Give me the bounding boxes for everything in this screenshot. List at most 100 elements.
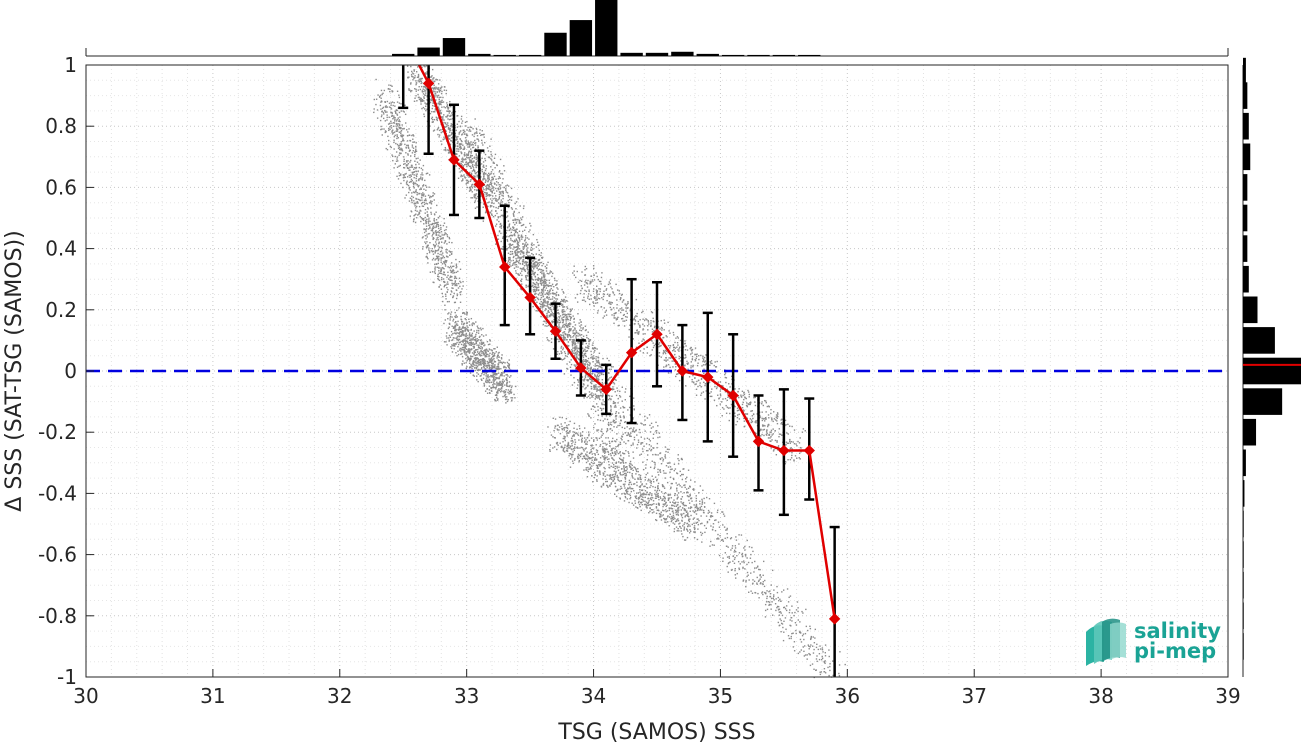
scatter-point [472, 165, 474, 168]
scatter-point [480, 152, 482, 154]
scatter-point [621, 307, 623, 309]
scatter-point [555, 284, 557, 286]
scatter-point [426, 214, 429, 216]
scatter-point [828, 655, 830, 658]
right-histogram-bar [1243, 204, 1248, 232]
scatter-point [793, 429, 796, 431]
scatter-point [445, 284, 447, 286]
scatter-point [621, 426, 623, 429]
scatter-point [447, 135, 449, 137]
scatter-point [438, 276, 440, 278]
scatter-point [549, 315, 551, 318]
scatter-point [378, 96, 381, 98]
scatter-point [761, 424, 764, 426]
scatter-point [595, 285, 598, 287]
scatter-point [541, 264, 543, 267]
scatter-point [467, 162, 470, 164]
scatter-point [500, 232, 502, 235]
scatter-point [442, 96, 444, 99]
scatter-point [381, 128, 383, 130]
scatter-point [525, 284, 528, 287]
scatter-point [638, 342, 640, 344]
scatter-point [399, 126, 401, 129]
scatter-point [615, 415, 618, 417]
scatter-point [492, 178, 494, 180]
scatter-point [460, 115, 463, 118]
scatter-point [556, 319, 558, 322]
scatter-point [543, 320, 545, 322]
scatter-point [436, 118, 438, 121]
scatter-point [686, 360, 688, 363]
scatter-point [615, 462, 618, 464]
scatter-point [621, 458, 623, 461]
scatter-point [609, 293, 611, 296]
scatter-point [465, 142, 467, 144]
scatter-point [438, 98, 440, 101]
scatter-point [435, 250, 438, 252]
scatter-point [538, 289, 540, 291]
scatter-point [400, 144, 402, 146]
scatter-point [608, 368, 611, 371]
scatter-point [425, 105, 427, 107]
scatter-point [691, 352, 693, 354]
scatter-point [471, 184, 473, 186]
scatter-point [643, 319, 646, 321]
scatter-point [710, 391, 712, 393]
scatter-point [578, 352, 581, 354]
scatter-point [461, 133, 464, 135]
scatter-point [527, 247, 529, 249]
scatter-point [505, 191, 508, 193]
scatter-point [493, 192, 496, 195]
scatter-point [550, 308, 552, 311]
scatter-point [516, 246, 518, 248]
scatter-point [415, 205, 418, 208]
scatter-point [526, 264, 529, 267]
scatter-point [475, 153, 477, 155]
scatter-point [515, 228, 518, 230]
scatter-point [407, 144, 409, 147]
scatter-point [646, 437, 649, 440]
scatter-point [539, 271, 542, 273]
scatter-point [471, 143, 474, 145]
scatter-point [440, 228, 442, 231]
scatter-point [798, 457, 800, 459]
scatter-point [409, 189, 411, 191]
scatter-point [624, 303, 626, 305]
scatter-point [474, 176, 476, 178]
scatter-point [756, 413, 758, 415]
scatter-point [417, 76, 420, 78]
scatter-point [686, 491, 688, 494]
scatter-point [534, 291, 537, 293]
scatter-point [466, 143, 468, 145]
scatter-point [583, 380, 585, 382]
scatter-point [436, 223, 438, 226]
scatter-point [476, 176, 478, 178]
scatter-point [543, 284, 545, 286]
scatter-point [562, 311, 565, 313]
scatter-point [616, 307, 618, 309]
scatter-point [660, 326, 663, 329]
scatter-point [426, 218, 428, 221]
scatter-point [430, 98, 432, 100]
scatter-point [586, 368, 588, 370]
scatter-point [477, 146, 479, 149]
scatter-point [395, 130, 398, 132]
scatter-point [678, 355, 681, 358]
scatter-point [393, 139, 395, 141]
scatter-point [592, 386, 595, 388]
scatter-point [622, 320, 624, 322]
scatter-point [591, 405, 594, 407]
scatter-point [738, 413, 740, 416]
scatter-point [659, 457, 662, 460]
scatter-point [704, 383, 707, 385]
scatter-point [506, 247, 508, 250]
scatter-point [616, 433, 618, 435]
scatter-point [765, 416, 767, 419]
scatter-point [606, 293, 609, 295]
scatter-point [610, 368, 612, 371]
scatter-point [509, 196, 512, 199]
scatter-point [545, 282, 547, 284]
scatter-point [476, 189, 478, 192]
scatter-point [437, 106, 440, 108]
scatter-point [396, 101, 399, 103]
